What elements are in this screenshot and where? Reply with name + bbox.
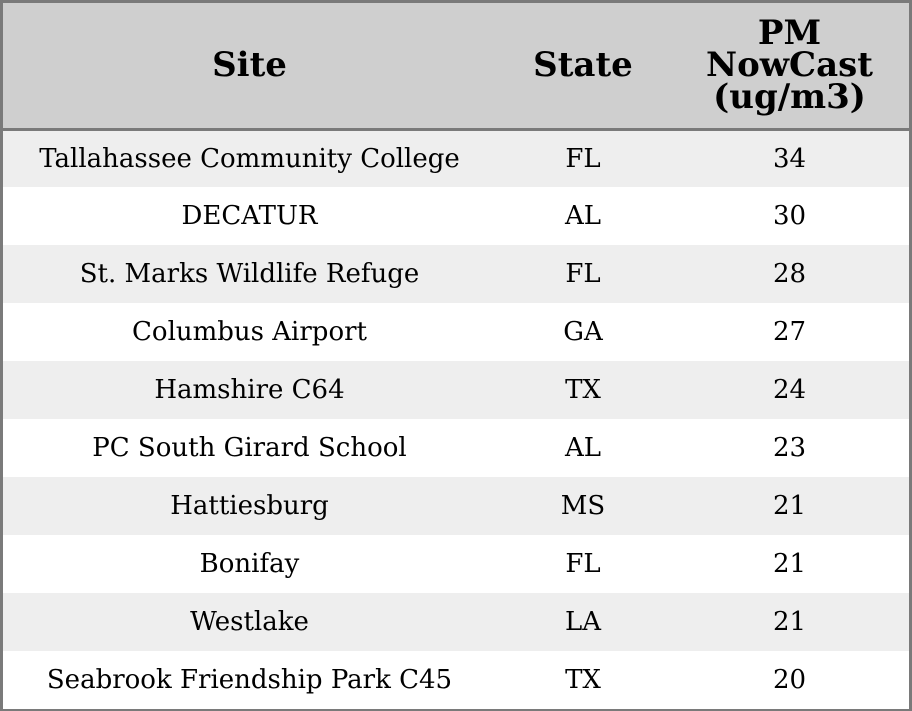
header-pm-line-1: PM: [757, 13, 822, 54]
pm-value-cell: 21: [772, 549, 807, 579]
header-site-line-1: Site: [212, 45, 287, 86]
state-cell: FL: [565, 143, 601, 174]
pm-value-cell: 21: [772, 491, 807, 521]
pm-value-cell: 30: [772, 201, 807, 231]
pm-value-cell: 34: [772, 143, 807, 174]
state-cell: MS: [560, 491, 606, 521]
state-cell: AL: [564, 433, 602, 463]
table-body: Tallahassee Community College FL 34 DECATUR…: [3, 129, 909, 709]
header-state: State: [496, 3, 670, 131]
table-row: Columbus Airport GA 27: [3, 303, 909, 361]
table-row: Bonifay FL 21: [3, 535, 909, 593]
site-cell: Bonifay: [199, 549, 300, 579]
header-pm-nowcast: PM NowCast (ug/m3): [670, 3, 909, 131]
state-cell: TX: [565, 665, 601, 695]
header-row: Site State PM NowCast (ug/m3): [3, 3, 909, 131]
table-row: Hattiesburg MS 21: [3, 477, 909, 535]
site-cell: St. Marks Wildlife Refuge: [79, 259, 420, 289]
site-cell: PC South Girard School: [92, 433, 407, 463]
pm-value-cell: 21: [772, 607, 807, 637]
state-cell: GA: [563, 317, 603, 347]
state-cell: FL: [565, 549, 601, 579]
table-row: Tallahassee Community College FL 34: [3, 129, 909, 187]
state-cell: FL: [565, 259, 601, 289]
header-pm-line-2: NowCast: [706, 45, 873, 86]
state-cell: LA: [564, 607, 602, 637]
site-cell: Hamshire C64: [154, 375, 345, 405]
table-header: Site State PM NowCast (ug/m3): [3, 3, 909, 131]
header-site: Site: [3, 3, 496, 131]
site-cell: Tallahassee Community College: [39, 143, 460, 174]
site-cell: Seabrook Friendship Park C45: [46, 665, 453, 695]
table-row: Seabrook Friendship Park C45 TX 20: [3, 651, 909, 709]
table-row: Westlake LA 21: [3, 593, 909, 651]
header-state-line-1: State: [533, 45, 633, 86]
pm-value-cell: 20: [772, 665, 807, 695]
state-cell: TX: [565, 375, 601, 405]
header-pm-line-3: (ug/m3): [713, 77, 866, 118]
table-row: DECATUR AL 30: [3, 187, 909, 245]
pm-nowcast-table: Site State PM NowCast (ug/m3) Tallahasse…: [3, 3, 909, 709]
table-row: St. Marks Wildlife Refuge FL 28: [3, 245, 909, 303]
site-cell: DECATUR: [181, 201, 318, 231]
pm-value-cell: 27: [772, 317, 807, 347]
table-row: Hamshire C64 TX 24: [3, 361, 909, 419]
site-cell: Columbus Airport: [132, 317, 367, 347]
pm-value-cell: 23: [772, 433, 807, 463]
pm-value-cell: 28: [772, 259, 807, 289]
state-cell: AL: [564, 201, 602, 231]
site-cell: Hattiesburg: [170, 491, 329, 521]
table-row: PC South Girard School AL 23: [3, 419, 909, 477]
pm-value-cell: 24: [772, 375, 807, 405]
site-cell: Westlake: [190, 607, 309, 637]
